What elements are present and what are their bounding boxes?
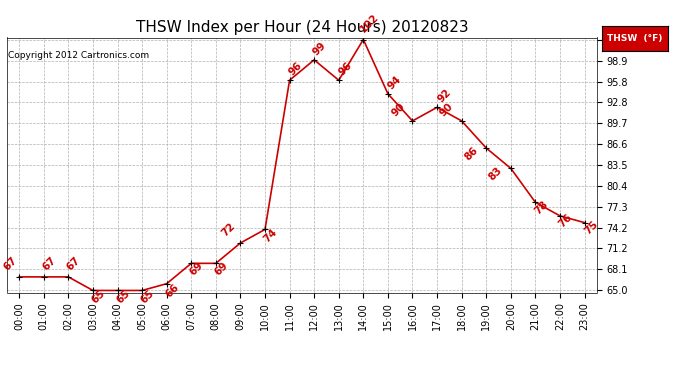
Text: 69: 69	[213, 260, 230, 277]
Text: 67: 67	[65, 255, 83, 273]
Text: 65: 65	[139, 288, 157, 306]
Text: 90: 90	[437, 101, 455, 118]
Text: Copyright 2012 Cartronics.com: Copyright 2012 Cartronics.com	[8, 51, 150, 60]
Text: 72: 72	[219, 221, 237, 239]
Text: 78: 78	[532, 199, 550, 216]
Text: 86: 86	[462, 145, 480, 162]
Text: 99: 99	[311, 40, 328, 57]
Text: 66: 66	[164, 282, 181, 299]
Text: 90: 90	[390, 101, 407, 118]
Text: 92: 92	[435, 87, 453, 105]
Title: THSW Index per Hour (24 Hours) 20120823: THSW Index per Hour (24 Hours) 20120823	[135, 20, 469, 35]
Text: 102: 102	[357, 12, 380, 34]
Text: 96: 96	[337, 60, 354, 78]
Text: 96: 96	[286, 60, 304, 78]
Text: 83: 83	[487, 165, 504, 182]
Text: 67: 67	[41, 255, 58, 273]
Text: 94: 94	[386, 74, 404, 91]
Text: 69: 69	[188, 260, 206, 277]
Text: 65: 65	[115, 288, 132, 306]
Text: 65: 65	[90, 288, 107, 306]
Text: 67: 67	[2, 255, 19, 273]
Text: 74: 74	[262, 227, 279, 245]
Text: 76: 76	[557, 212, 574, 230]
Text: 75: 75	[583, 219, 600, 237]
Text: THSW  (°F): THSW (°F)	[607, 34, 662, 43]
